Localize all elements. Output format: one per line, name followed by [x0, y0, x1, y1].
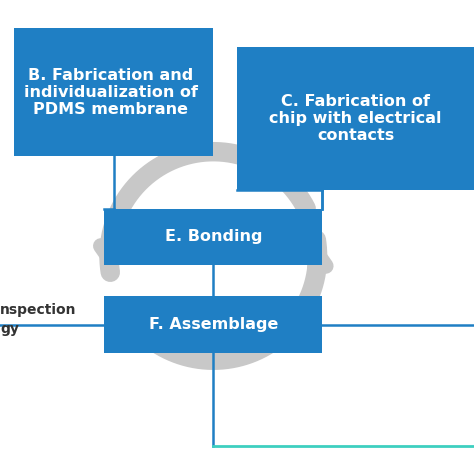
FancyBboxPatch shape — [14, 28, 213, 156]
Text: F. Assemblage: F. Assemblage — [149, 317, 278, 332]
Text: B. Fabrication and
individualization of
PDMS membrane: B. Fabrication and individualization of … — [24, 67, 198, 118]
Text: nspection: nspection — [0, 303, 76, 318]
FancyBboxPatch shape — [237, 47, 474, 190]
Text: C. Fabrication of
chip with electrical
contacts: C. Fabrication of chip with electrical c… — [269, 93, 442, 144]
FancyBboxPatch shape — [104, 296, 322, 353]
Text: gy: gy — [0, 322, 19, 337]
FancyBboxPatch shape — [104, 209, 322, 265]
Text: E. Bonding: E. Bonding — [164, 229, 262, 245]
